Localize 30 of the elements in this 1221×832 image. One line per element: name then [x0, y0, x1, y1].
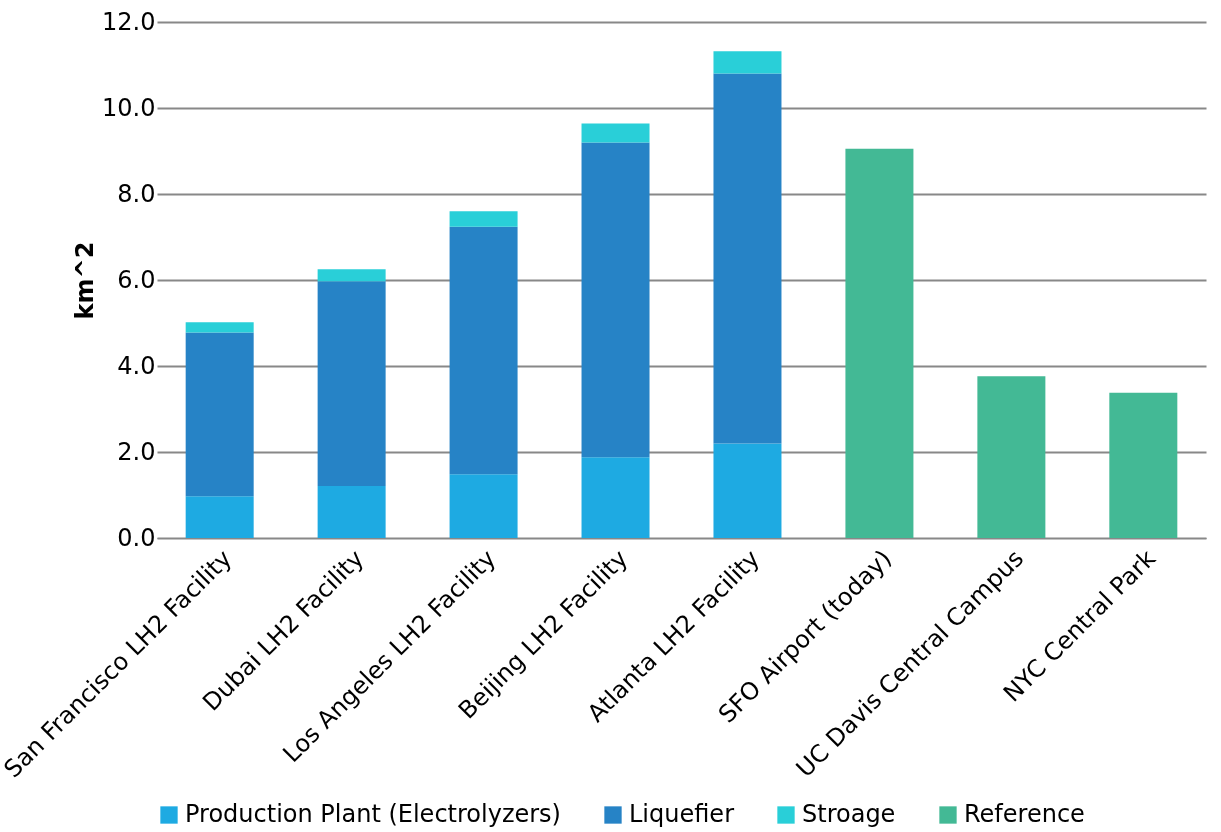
- bar: [317, 281, 386, 486]
- bar: [713, 443, 782, 538]
- y-axis-title: km^2: [71, 241, 100, 320]
- bar: [713, 73, 782, 444]
- bar: [845, 148, 914, 538]
- legend-label: Stroage: [802, 800, 896, 828]
- bar: [581, 142, 650, 458]
- bar: [185, 496, 254, 538]
- bar: [713, 51, 782, 74]
- y-tick-label: 0.0: [117, 523, 156, 552]
- bar: [185, 332, 254, 497]
- y-tick-label: 6.0: [117, 265, 156, 294]
- bar: [977, 376, 1046, 538]
- bar: [449, 226, 518, 475]
- y-tick-label: 4.0: [117, 351, 156, 380]
- y-tick-label: 12.0: [102, 7, 156, 36]
- bar: [1109, 392, 1178, 538]
- bar: [317, 485, 386, 538]
- bar: [185, 322, 254, 333]
- bar: [581, 123, 650, 143]
- y-tick-label: 10.0: [102, 93, 156, 122]
- legend-label: Production Plant (Electrolyzers): [185, 800, 561, 828]
- y-tick-label: 2.0: [117, 437, 156, 466]
- legend-label: Reference: [964, 800, 1085, 828]
- bar: [449, 474, 518, 538]
- bar: [449, 211, 518, 227]
- bar: [581, 457, 650, 538]
- y-tick-label: 8.0: [117, 179, 156, 208]
- bar: [317, 269, 386, 282]
- legend-label: Liquefier: [629, 800, 735, 828]
